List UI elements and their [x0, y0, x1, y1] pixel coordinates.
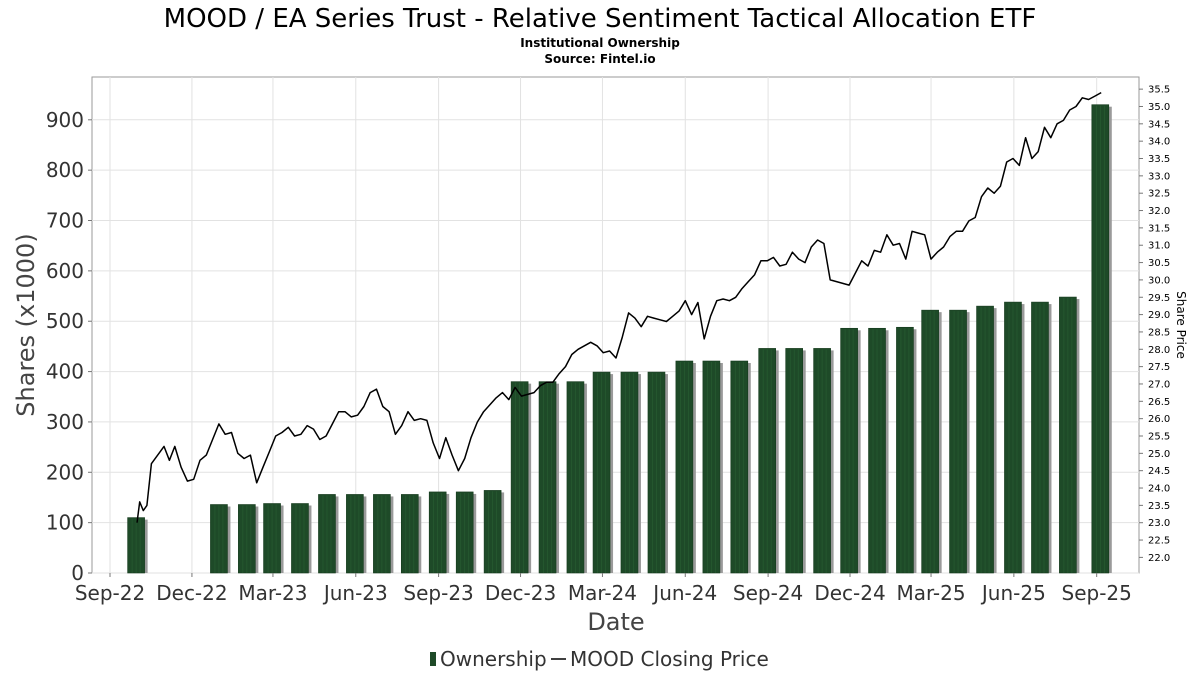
x-axis-tick-label: Jun-24: [651, 581, 717, 605]
y-axis-right-tick-label: 35.0: [1148, 102, 1170, 113]
x-axis-tick-label: Mar-23: [238, 581, 307, 605]
x-axis-label: Date: [587, 608, 644, 636]
y-axis-tick-label: 300: [46, 410, 84, 434]
x-axis-tick-label: Jun-23: [322, 581, 388, 605]
y-axis-right-tick-label: 30.0: [1148, 275, 1170, 286]
y-axis-right-tick-label: 32.5: [1148, 189, 1170, 200]
y-axis-right-tick-label: 24.5: [1148, 466, 1170, 477]
chart-subtitle-line-2: Source: Fintel.io: [544, 52, 655, 66]
legend-label-price: MOOD Closing Price: [570, 647, 769, 671]
y-axis-right-tick-label: 28.0: [1148, 345, 1170, 356]
y-axis-right-tick-label: 33.0: [1148, 171, 1170, 182]
y-axis-right-tick-label: 31.0: [1148, 241, 1170, 252]
x-axis-tick-label: Jun-25: [980, 581, 1046, 605]
y-axis-tick-label: 500: [46, 309, 84, 333]
y-axis-right-tick-label: 23.0: [1148, 518, 1170, 529]
x-axis-tick-label: Sep-25: [1062, 581, 1132, 605]
y-axis-tick-label: 200: [46, 460, 84, 484]
chart-subtitle-line-1: Institutional Ownership: [520, 36, 680, 50]
y-axis-right-tick-label: 23.5: [1148, 501, 1170, 512]
y-axis-right-tick-label: 25.0: [1148, 449, 1170, 460]
y-axis-right-tick-label: 26.5: [1148, 397, 1170, 408]
price-line-layer: [136, 91, 1102, 523]
y-axis-right-tick-label: 34.5: [1148, 119, 1170, 130]
y-axis-tick-label: 100: [46, 511, 84, 535]
legend-label-ownership: Ownership: [440, 647, 547, 671]
x-axis-tick-label: Dec-23: [485, 581, 556, 605]
y-axis-right-tick-label: 26.0: [1148, 414, 1170, 425]
y-axis-right-tick-label: 24.0: [1148, 484, 1170, 495]
price-line: [136, 91, 1102, 523]
x-axis-tick-label: Sep-24: [733, 581, 803, 605]
x-axis-tick-label: Dec-22: [156, 581, 227, 605]
axes: 0 100 200 300 400 500 600 700 800 900 Sep-22 Dec-22…: [46, 85, 1170, 605]
y-axis-right-tick-label: 22.0: [1148, 553, 1170, 564]
x-axis-tick-label: Dec-24: [814, 581, 885, 605]
y-axis-right-tick-label: 27.0: [1148, 379, 1170, 390]
x-axis-tick-label: Sep-23: [403, 581, 473, 605]
x-axis-tick-label: Sep-22: [75, 581, 145, 605]
y-axis-tick-label: 700: [46, 209, 84, 233]
y-axis-right-tick-label: 34.0: [1148, 137, 1170, 148]
y-axis-right-tick-label: 33.5: [1148, 154, 1170, 165]
y-axis-tick-label: 800: [46, 158, 84, 182]
y-axis-right-tick-label: 29.5: [1148, 293, 1170, 304]
y-axis-tick-label: 600: [46, 259, 84, 283]
y-axis-right-tick-label: 31.5: [1148, 223, 1170, 234]
y-axis-right-tick-label: 25.5: [1148, 431, 1170, 442]
y-axis-tick-label: 900: [46, 108, 84, 132]
y-axis-right-tick-label: 29.0: [1148, 310, 1170, 321]
y-axis-right-tick-label: 30.5: [1148, 258, 1170, 269]
x-axis-tick-label: Mar-25: [896, 581, 965, 605]
y-axis-right-tick-label: 27.5: [1148, 362, 1170, 373]
y-axis-right-tick-label: 22.5: [1148, 536, 1170, 547]
y-axis-right-tick-label: 35.5: [1148, 85, 1170, 96]
legend: Ownership MOOD Closing Price: [430, 647, 769, 671]
y-axis-label: Shares (x1000): [12, 233, 40, 416]
x-axis-tick-label: Mar-24: [568, 581, 637, 605]
legend-swatch-ownership: [430, 652, 436, 666]
y-axis-right-tick-label: 32.0: [1148, 206, 1170, 217]
y-axis-right-tick-label: 28.5: [1148, 327, 1170, 338]
chart-title: MOOD / EA Series Trust - Relative Sentim…: [164, 4, 1037, 34]
y-axis-tick-label: 0: [71, 561, 84, 585]
y-axis-tick-label: 400: [46, 360, 84, 384]
ownership-bars: [127, 104, 1112, 574]
y-axis-right-label: Share Price: [1174, 291, 1188, 359]
